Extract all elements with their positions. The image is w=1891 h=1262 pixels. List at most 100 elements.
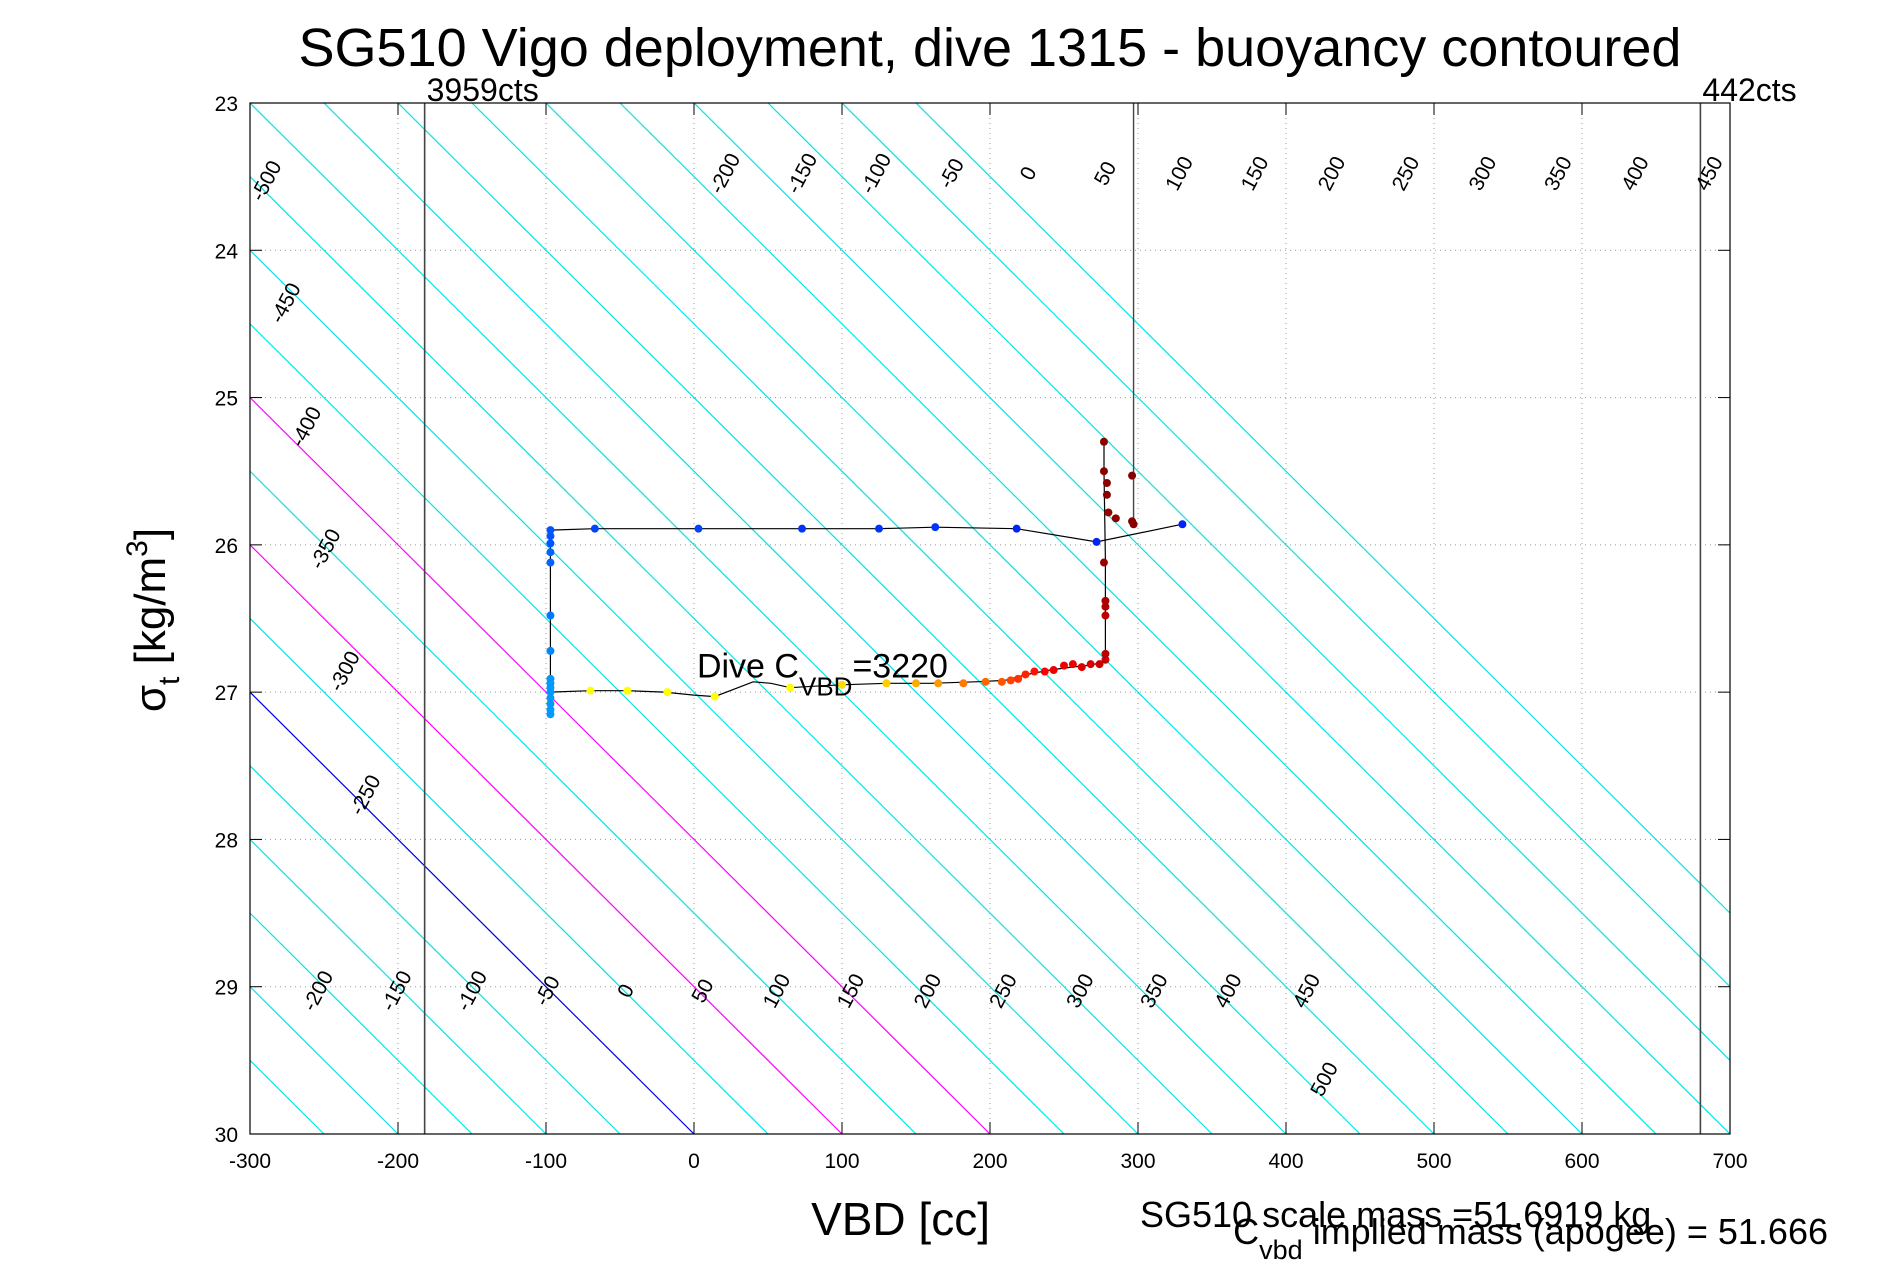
- dive-point: [1099, 467, 1108, 476]
- dive-point: [1021, 670, 1030, 679]
- dive-profile-line: [549, 441, 1106, 700]
- dive-point: [1086, 660, 1095, 669]
- chart-title: SG510 Vigo deployment, dive 1315 - buoya…: [299, 18, 1682, 78]
- vbd-limit-label: 3959cts: [427, 72, 539, 108]
- dive-point: [1099, 437, 1108, 446]
- y-tick-label: 28: [215, 829, 238, 852]
- dive-point: [1101, 649, 1110, 658]
- dive-point: [1104, 508, 1113, 517]
- contour-line: [250, 764, 621, 1134]
- dive-point: [1101, 602, 1110, 611]
- climb-point: [546, 646, 555, 655]
- axis-ticks: -300 -200 -100 0 100 200 300 400 500 600 700 23 24 25…: [215, 93, 1748, 1173]
- dive-cvbd-label: Dive CVBD=3220: [697, 647, 948, 701]
- contour-line: [915, 103, 1730, 914]
- profile-series: [546, 437, 1187, 719]
- y-tick-label: 29: [215, 977, 238, 1000]
- x-tick-label: 300: [1120, 1150, 1155, 1173]
- climb-point: [546, 558, 555, 567]
- y-tick-label: 23: [215, 93, 238, 116]
- climb-point: [546, 694, 555, 703]
- dive-point: [1101, 611, 1110, 620]
- contour-line: [250, 103, 1287, 1134]
- dive-point: [1102, 490, 1111, 499]
- dive-cvbd-rest: =3220: [852, 647, 948, 685]
- x-tick-label: 400: [1268, 1150, 1303, 1173]
- dive-point: [1128, 471, 1137, 480]
- implied-mass-sub: vbd: [1259, 1235, 1303, 1262]
- dive-cvbd-sub: VBD: [799, 671, 852, 701]
- x-tick-label: 200: [972, 1150, 1007, 1173]
- dive-point: [1099, 558, 1108, 567]
- contour-line: [619, 103, 1657, 1134]
- contour-line: [841, 103, 1730, 988]
- contour-line: [250, 249, 1139, 1134]
- climb-point: [546, 705, 555, 714]
- implied-mass-text: Cvbd implied mass (apogee) = 51.666: [1233, 1211, 1828, 1262]
- implied-mass-main: C: [1233, 1211, 1259, 1252]
- y-label-sub: t: [153, 676, 186, 685]
- y-tick-label: 27: [215, 682, 238, 705]
- contour-line: [250, 838, 547, 1134]
- contour-line: [250, 544, 843, 1134]
- climb-point: [546, 548, 555, 557]
- dive-point: [838, 680, 846, 689]
- y-label-rest: [kg/m: [126, 557, 175, 677]
- dive-point: [1101, 655, 1110, 664]
- limit-lines: 3959cts 442cts: [423, 72, 1797, 1134]
- contour-line: [250, 912, 473, 1134]
- y-tick-label: 25: [215, 388, 238, 411]
- y-tick-label: 30: [215, 1124, 238, 1147]
- climb-point: [1178, 520, 1187, 529]
- x-tick-label: 500: [1416, 1150, 1451, 1173]
- climb-point: [590, 524, 599, 533]
- dive-point: [1068, 660, 1077, 669]
- y-axis-label: σt [kg/m3]: [121, 528, 186, 712]
- dive-point: [1014, 674, 1023, 683]
- dive-point: [623, 686, 632, 695]
- dive-point: [1101, 596, 1110, 605]
- contour-line: [250, 691, 695, 1134]
- climb-point: [546, 532, 555, 541]
- x-tick-label: -300: [229, 1150, 271, 1173]
- contour-line: [767, 103, 1730, 1062]
- buoyancy-contours: [250, 103, 1730, 1134]
- x-tick-label: -100: [525, 1150, 567, 1173]
- climb-point: [931, 523, 940, 532]
- climb-point: [546, 539, 555, 548]
- dive-point: [1102, 478, 1111, 487]
- dive-point: [997, 677, 1006, 686]
- dive-point: [882, 679, 891, 688]
- x-tick-label: 100: [824, 1150, 859, 1173]
- climb-point: [694, 524, 703, 533]
- contour-line: [250, 617, 769, 1134]
- scale-mass-text: SG510 scale mass =51.6919 kg: [1140, 1194, 1651, 1235]
- y-label-main: σ: [126, 685, 175, 712]
- y-tick-label: 26: [215, 535, 238, 558]
- climb-point: [798, 524, 807, 533]
- contour-line: [471, 103, 1509, 1134]
- climb-point: [546, 699, 555, 708]
- contour-line: [323, 103, 1361, 1134]
- y-label-close: ]: [126, 528, 175, 540]
- x-tick-label: 700: [1712, 1150, 1747, 1173]
- contour-line: [397, 103, 1435, 1134]
- dive-point: [1030, 667, 1039, 676]
- climb-point: [546, 611, 555, 620]
- dive-point: [1095, 660, 1104, 669]
- dive-point: [1040, 667, 1049, 676]
- climb-point: [1012, 524, 1021, 533]
- dive-point: [1077, 663, 1086, 672]
- x-tick-label: 0: [688, 1150, 700, 1173]
- y-label-sup: 3: [121, 540, 154, 557]
- x-axis-label: VBD [cc]: [811, 1193, 990, 1245]
- dive-point: [1060, 661, 1068, 670]
- climb-point: [546, 674, 555, 683]
- dive-point: [1006, 676, 1015, 685]
- dive-point: [934, 679, 943, 688]
- contour-line: [545, 103, 1583, 1134]
- dive-point: [1049, 666, 1058, 675]
- dive-point: [912, 679, 920, 688]
- dive-point: [959, 679, 968, 688]
